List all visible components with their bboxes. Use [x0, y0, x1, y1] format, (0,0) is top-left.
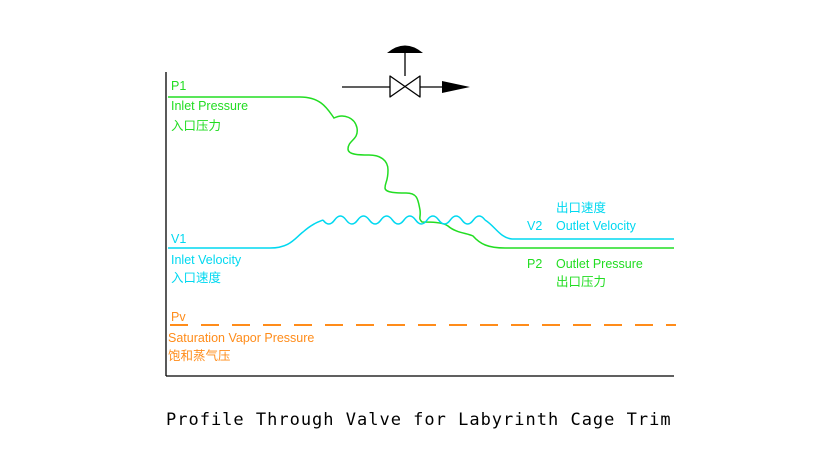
inlet-velocity-cn-label: 入口速度 [171, 270, 222, 285]
outlet-velocity-cn-label: 出口速度 [556, 200, 607, 215]
p2-label: P2 [527, 257, 542, 271]
velocity-waves [322, 215, 486, 225]
saturation-vapor-pressure-cn-label: 饱和蒸气压 [168, 348, 231, 363]
inlet-pressure-label: Inlet Pressure [171, 99, 248, 113]
inlet-pressure-cn-label: 入口压力 [171, 119, 221, 133]
figure-caption: Profile Through Valve for Labyrinth Cage… [166, 410, 672, 430]
inlet-velocity-label: Inlet Velocity [171, 253, 242, 267]
outlet-pressure-cn-label: 出口压力 [556, 275, 606, 289]
outlet-pressure-label: Outlet Pressure [556, 257, 643, 271]
valve-icon [342, 45, 423, 98]
flow-arrow-icon [420, 81, 470, 93]
pressure-curve [168, 96, 674, 249]
velocity-curve [168, 219, 324, 249]
v1-label: V1 [171, 232, 186, 246]
outlet-velocity-label: Outlet Velocity [556, 219, 637, 233]
velocity-wave-segment [322, 215, 486, 225]
pv-label: Pv [171, 310, 186, 324]
p1-label: P1 [171, 79, 186, 93]
velocity-tail [484, 219, 674, 240]
saturation-vapor-pressure-label: Saturation Vapor Pressure [168, 331, 314, 345]
v2-label: V2 [527, 219, 542, 233]
